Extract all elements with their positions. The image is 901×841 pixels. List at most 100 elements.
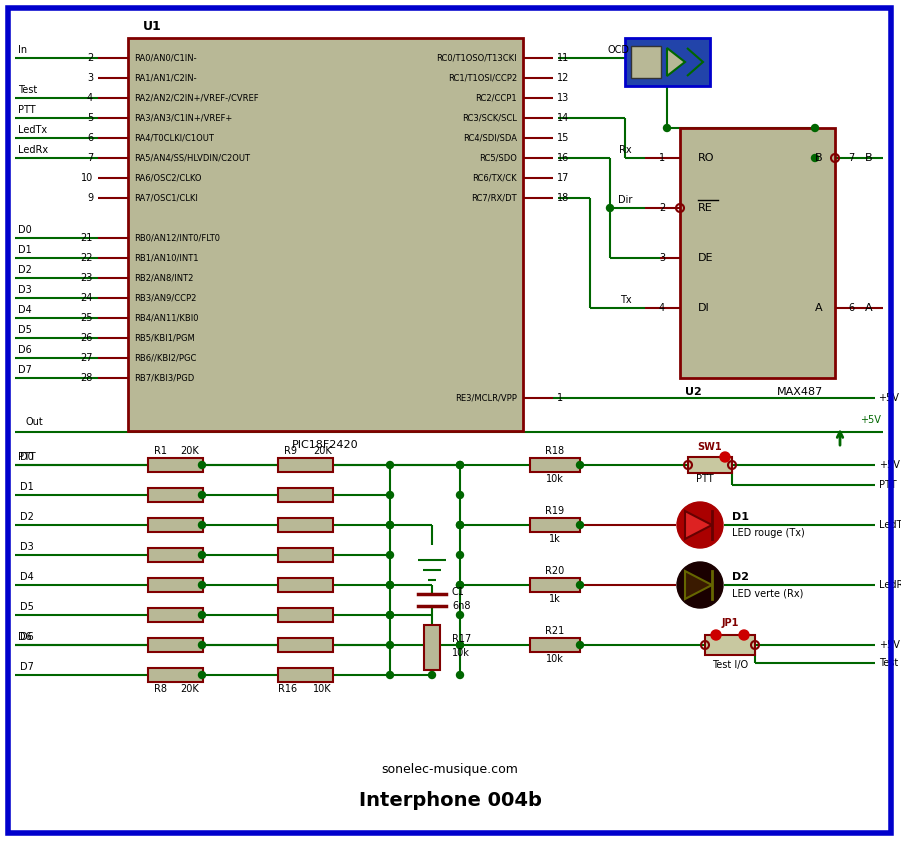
Text: RE3/MCLR/VPP: RE3/MCLR/VPP [455, 394, 517, 403]
Text: D3: D3 [20, 542, 33, 552]
Circle shape [457, 521, 463, 528]
Bar [148, 488, 203, 502]
Text: 2: 2 [86, 53, 93, 63]
Bar [148, 548, 203, 562]
Circle shape [739, 630, 749, 640]
Text: Rx: Rx [619, 145, 632, 155]
Text: RA2/AN2/C2IN+/VREF-/CVREF: RA2/AN2/C2IN+/VREF-/CVREF [134, 93, 259, 103]
Text: LedTx: LedTx [879, 520, 901, 530]
Circle shape [577, 462, 584, 468]
Text: D6: D6 [18, 345, 32, 355]
Text: JP1: JP1 [722, 618, 739, 628]
Text: RC2/CCP1: RC2/CCP1 [476, 93, 517, 103]
Bar [530, 458, 580, 472]
Bar [424, 625, 440, 670]
Text: 22: 22 [80, 253, 93, 263]
Circle shape [198, 491, 205, 499]
Circle shape [577, 581, 584, 589]
Circle shape [457, 462, 463, 468]
Text: 23: 23 [80, 273, 93, 283]
Text: LedRx: LedRx [18, 145, 48, 155]
Text: 2: 2 [659, 203, 665, 213]
Circle shape [387, 611, 394, 618]
Text: 1k: 1k [549, 594, 561, 604]
Text: D5: D5 [20, 602, 34, 612]
Circle shape [457, 611, 463, 618]
Text: 25: 25 [80, 313, 93, 323]
Text: 15: 15 [557, 133, 569, 143]
Bar [148, 518, 203, 532]
Text: 10k: 10k [546, 474, 564, 484]
Text: RC5/SDO: RC5/SDO [479, 154, 517, 162]
Text: 16: 16 [557, 153, 569, 163]
Circle shape [198, 581, 205, 589]
Text: D7: D7 [20, 662, 34, 672]
Text: 1k: 1k [549, 534, 561, 544]
Bar [680, 128, 835, 378]
Text: RC0/T1OSO/T13CKI: RC0/T1OSO/T13CKI [436, 54, 517, 62]
Bar [148, 668, 203, 682]
Text: U2: U2 [685, 387, 702, 397]
Bar [530, 518, 580, 532]
Circle shape [457, 642, 463, 648]
Bar [148, 638, 203, 652]
Text: D2: D2 [18, 265, 32, 275]
Text: R16: R16 [278, 684, 297, 694]
Circle shape [812, 124, 818, 131]
Text: RB4/AN11/KBI0: RB4/AN11/KBI0 [134, 314, 198, 322]
Circle shape [457, 552, 463, 558]
Text: RC3/SCK/SCL: RC3/SCK/SCL [462, 114, 517, 123]
Bar [705, 635, 755, 655]
Circle shape [387, 671, 394, 679]
Text: 10K: 10K [313, 684, 332, 694]
Bar [278, 668, 332, 682]
Text: 20K: 20K [180, 446, 199, 456]
Circle shape [387, 462, 394, 468]
Text: DE: DE [698, 253, 714, 263]
Text: RA0/AN0/C1IN-: RA0/AN0/C1IN- [134, 54, 196, 62]
Text: RE: RE [698, 203, 713, 213]
Bar [631, 46, 661, 78]
Text: +5V: +5V [879, 460, 900, 470]
Text: D1: D1 [18, 245, 32, 255]
Text: 21: 21 [80, 233, 93, 243]
Bar [278, 608, 332, 622]
Text: U1: U1 [143, 19, 162, 33]
Text: RB7/KBI3/PGD: RB7/KBI3/PGD [134, 373, 195, 383]
Bar [278, 548, 332, 562]
Circle shape [387, 552, 394, 558]
Text: RA5/AN4/SS/HLVDIN/C2OUT: RA5/AN4/SS/HLVDIN/C2OUT [134, 154, 250, 162]
Text: R21: R21 [545, 626, 565, 636]
Circle shape [457, 581, 463, 589]
Bar [128, 38, 523, 431]
Text: D3: D3 [18, 285, 32, 295]
Bar [625, 38, 710, 86]
Bar [148, 578, 203, 592]
Text: RA1/AN1/C2IN-: RA1/AN1/C2IN- [134, 73, 196, 82]
Text: 10k: 10k [452, 648, 470, 658]
Text: 3: 3 [659, 253, 665, 263]
Text: D6: D6 [20, 632, 33, 642]
Text: RC7/RX/DT: RC7/RX/DT [471, 193, 517, 203]
Text: LED rouge (Tx): LED rouge (Tx) [732, 528, 805, 538]
Circle shape [457, 462, 463, 468]
Circle shape [198, 611, 205, 618]
Text: 3: 3 [86, 73, 93, 83]
Text: MAX487: MAX487 [777, 387, 824, 397]
Text: RB5/KBI1/PGM: RB5/KBI1/PGM [134, 334, 195, 342]
Text: PTT: PTT [696, 474, 714, 484]
Text: 10k: 10k [546, 654, 564, 664]
Circle shape [387, 581, 394, 589]
Circle shape [387, 521, 394, 528]
Circle shape [720, 452, 730, 462]
Text: +5V: +5V [879, 640, 900, 650]
Text: RB0/AN12/INT0/FLT0: RB0/AN12/INT0/FLT0 [134, 234, 220, 242]
Text: +5V: +5V [860, 415, 881, 425]
Text: 6: 6 [848, 303, 854, 313]
Circle shape [387, 642, 394, 648]
Circle shape [387, 611, 394, 618]
Text: D1: D1 [20, 482, 33, 492]
Text: 13: 13 [557, 93, 569, 103]
Text: LedTx: LedTx [18, 125, 47, 135]
Text: D0: D0 [18, 225, 32, 235]
